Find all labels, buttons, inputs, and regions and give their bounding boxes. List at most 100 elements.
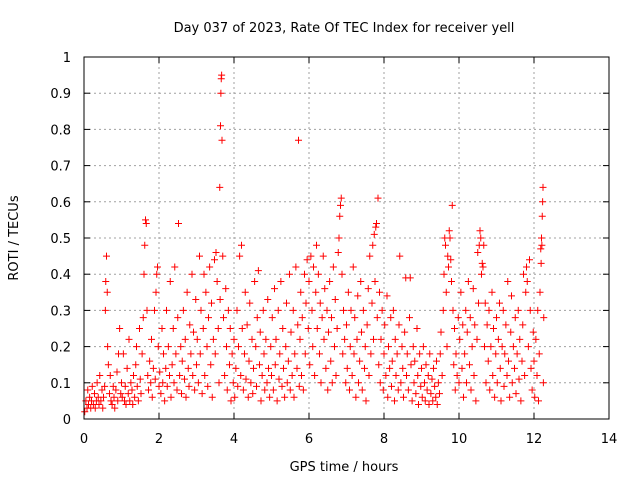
data-point <box>318 314 326 322</box>
data-point <box>445 227 453 235</box>
data-point <box>497 397 505 405</box>
data-point <box>205 314 212 322</box>
data-point <box>389 306 397 314</box>
data-point <box>174 314 182 322</box>
data-point <box>103 252 110 260</box>
data-point <box>391 335 399 343</box>
data-point <box>160 350 167 358</box>
data-point <box>122 401 130 409</box>
data-point <box>536 288 544 296</box>
data-point <box>301 270 308 278</box>
data-point <box>367 350 375 358</box>
data-point <box>366 252 374 260</box>
data-point <box>467 386 475 394</box>
data-point <box>177 343 185 351</box>
data-point <box>238 325 246 332</box>
data-point <box>196 252 203 260</box>
data-point <box>166 372 173 380</box>
data-point <box>513 350 521 358</box>
data-point <box>500 382 508 390</box>
data-point <box>354 292 362 300</box>
data-point <box>146 357 154 365</box>
data-point <box>129 401 137 409</box>
axis-ticks <box>83 56 610 420</box>
y-axis-label: ROTI / TECUs <box>7 195 22 280</box>
data-point <box>346 343 354 351</box>
data-point <box>124 390 132 398</box>
data-point <box>106 372 114 380</box>
data-point <box>241 350 248 358</box>
data-point <box>132 361 140 369</box>
data-point <box>355 379 362 387</box>
data-point <box>133 343 140 351</box>
data-point <box>96 372 104 380</box>
data-point <box>305 277 313 285</box>
data-point <box>142 216 149 224</box>
data-point <box>508 292 515 300</box>
data-point <box>478 259 486 267</box>
data-point <box>337 201 344 209</box>
data-point <box>112 386 120 394</box>
data-point <box>348 372 356 380</box>
data-point <box>239 386 247 394</box>
data-point <box>387 314 395 322</box>
data-point <box>507 328 515 336</box>
x-tick-label: 6 <box>305 432 313 447</box>
data-point <box>524 343 532 351</box>
data-point <box>317 379 325 387</box>
data-point <box>282 343 290 351</box>
x-tick-label: 14 <box>601 432 618 447</box>
data-point <box>396 252 404 260</box>
data-point <box>260 350 268 358</box>
data-point <box>262 335 270 343</box>
data-point <box>388 382 395 390</box>
data-point <box>535 350 543 358</box>
data-point <box>506 393 514 401</box>
data-point <box>481 343 488 351</box>
data-point <box>463 379 470 387</box>
data-point <box>181 335 189 343</box>
data-point <box>338 270 346 278</box>
data-point <box>284 357 292 365</box>
data-point <box>475 299 482 307</box>
data-point <box>183 288 191 296</box>
data-point <box>241 288 249 296</box>
data-point <box>451 386 459 394</box>
data-point <box>446 234 454 242</box>
data-point <box>515 375 523 383</box>
data-point <box>316 299 324 307</box>
data-point <box>337 194 345 202</box>
data-point <box>336 212 344 220</box>
data-point <box>400 393 407 401</box>
data-point <box>217 89 225 97</box>
data-point <box>179 306 187 314</box>
data-point <box>376 379 384 387</box>
y-tick-label: 0.8 <box>50 123 71 138</box>
data-point <box>391 397 398 405</box>
data-point <box>194 379 202 387</box>
data-point <box>529 328 537 336</box>
data-point <box>116 325 124 332</box>
data-point <box>110 393 118 401</box>
data-point <box>364 285 372 293</box>
data-point <box>498 343 506 351</box>
data-point <box>203 343 211 351</box>
data-point <box>531 393 539 401</box>
data-point <box>136 375 144 383</box>
data-point <box>339 350 347 358</box>
data-point <box>163 306 170 314</box>
data-point <box>442 241 449 249</box>
data-point <box>335 234 343 242</box>
data-point <box>252 343 260 351</box>
data-point <box>460 393 467 401</box>
data-point <box>448 277 455 285</box>
x-tick-label: 8 <box>380 432 388 447</box>
data-point <box>154 343 162 351</box>
data-point <box>286 270 293 278</box>
data-point <box>208 299 215 307</box>
data-point <box>142 220 150 228</box>
data-point <box>276 350 284 358</box>
data-point <box>334 248 342 256</box>
data-point <box>178 357 186 365</box>
